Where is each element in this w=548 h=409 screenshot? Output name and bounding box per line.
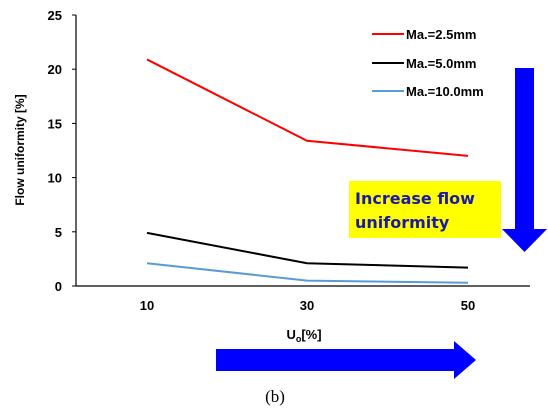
y-tick-labels: 0 5 10 15 20 25	[48, 8, 76, 294]
legend-label: Ma.=10.0mm	[406, 84, 484, 99]
right-arrow-icon	[216, 341, 476, 379]
x-axis-label: Uo[%]	[286, 327, 321, 344]
legend-label: Ma.=5.0mm	[406, 56, 476, 71]
x-tick-label: 30	[300, 298, 314, 313]
y-tick-label: 0	[55, 279, 62, 294]
y-axis-label: Flow uniformity [%]	[13, 94, 27, 205]
annotation-box	[349, 181, 501, 238]
x-tick-label: 10	[140, 298, 154, 313]
y-tick-label: 10	[48, 171, 62, 186]
y-tick-label: 15	[48, 116, 62, 131]
series-line	[146, 262, 469, 284]
y-tick-label: 20	[48, 62, 62, 77]
x-tick-labels: 10 30 50	[140, 298, 475, 313]
y-tick-label: 25	[48, 8, 62, 23]
series-lines	[146, 58, 469, 284]
legend-label: Ma.=2.5mm	[406, 27, 476, 42]
series-line	[146, 58, 469, 157]
down-arrow-icon	[502, 68, 547, 252]
legend: Ma.=2.5mm Ma.=5.0mm Ma.=10.0mm	[372, 27, 484, 99]
annotation-line-1: Increase flow	[355, 189, 475, 208]
y-tick-label: 5	[55, 225, 62, 240]
figure-caption: (b)	[265, 387, 285, 406]
annotation-line-2: uniformity	[355, 213, 450, 232]
series-line	[146, 231, 469, 269]
x-tick-label: 50	[461, 298, 475, 313]
